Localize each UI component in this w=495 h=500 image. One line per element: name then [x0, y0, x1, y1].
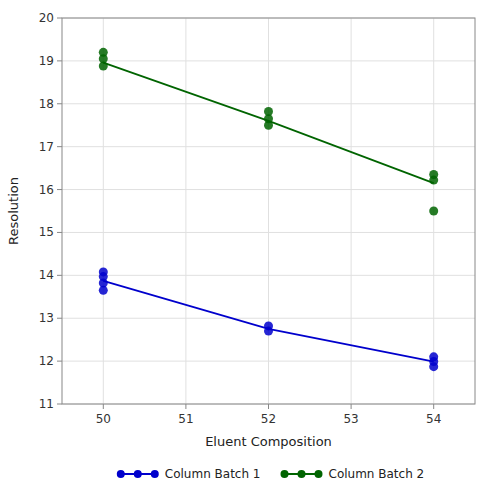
y-axis-label: Resolution [6, 177, 21, 245]
legend-label: Column Batch 2 [329, 467, 425, 481]
scatter-point [99, 48, 108, 57]
trend-line [103, 281, 433, 362]
grid-line [103, 18, 104, 404]
x-axis-label: Eluent Composition [205, 434, 332, 449]
tick-mark [433, 404, 434, 409]
legend-swatch [151, 470, 159, 478]
grid-line [62, 361, 475, 362]
tick-label: 50 [96, 412, 111, 426]
legend: Column Batch 1 Column Batch 2 [117, 467, 424, 481]
scatter-point [99, 267, 108, 276]
grid-line [62, 232, 475, 233]
tick-mark [57, 361, 62, 362]
tick-mark [351, 404, 352, 409]
tick-label: 19 [39, 54, 54, 68]
grid [62, 18, 475, 404]
grid-line [62, 318, 475, 319]
grid-line [185, 18, 186, 404]
legend-swatch [134, 470, 142, 478]
tick-label: 15 [39, 225, 54, 239]
tick-label: 12 [39, 354, 54, 368]
tick-mark [103, 404, 104, 409]
tick-mark [57, 60, 62, 61]
legend-item: Column Batch 2 [281, 467, 425, 481]
tick-label: 17 [39, 140, 54, 154]
scatter-point [264, 107, 273, 116]
scatter-point [429, 352, 438, 361]
tick-label: 13 [39, 311, 54, 325]
tick-label: 53 [343, 412, 358, 426]
tick-label: 18 [39, 97, 54, 111]
trend-line [103, 63, 433, 184]
legend-label: Column Batch 1 [165, 467, 261, 481]
tick-label: 14 [39, 268, 54, 282]
plot-area [99, 48, 438, 371]
grid-line [62, 103, 475, 104]
grid-line [62, 275, 475, 276]
plot-frame [62, 18, 475, 404]
tick-mark [57, 18, 62, 19]
tick-mark [57, 103, 62, 104]
tick-mark [57, 318, 62, 319]
tick-mark [57, 404, 62, 405]
tick-mark [57, 232, 62, 233]
ticks: 50 51 52 53 54 11 12 13 14 15 16 17 18 19 20 [39, 11, 442, 426]
tick-label: 11 [39, 397, 54, 411]
tick-mark [268, 404, 269, 409]
tick-mark [57, 275, 62, 276]
tick-label: 52 [261, 412, 276, 426]
grid-line [62, 146, 475, 147]
grid-line [62, 189, 475, 190]
tick-label: 20 [39, 11, 54, 25]
scatter-point [429, 207, 438, 216]
grid-line [62, 60, 475, 61]
scatter-point [264, 321, 273, 330]
chart: 50 51 52 53 54 11 12 13 14 15 16 17 18 19 20 Eluent Com… [0, 0, 495, 500]
tick-label: 54 [426, 412, 441, 426]
grid-line [268, 18, 269, 404]
tick-mark [57, 189, 62, 190]
tick-mark [185, 404, 186, 409]
legend-swatch [117, 470, 125, 478]
legend-swatch [315, 470, 323, 478]
tick-label: 16 [39, 183, 54, 197]
scatter-point [429, 170, 438, 179]
legend-swatch [281, 470, 289, 478]
tick-label: 51 [178, 412, 193, 426]
legend-swatch [298, 470, 306, 478]
legend-item: Column Batch 1 [117, 467, 261, 481]
tick-mark [57, 146, 62, 147]
